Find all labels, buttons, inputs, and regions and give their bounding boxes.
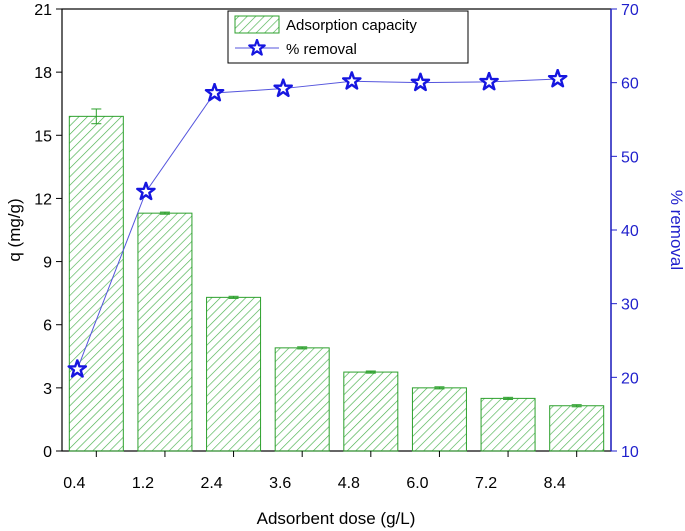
bar-7.2	[480, 397, 536, 452]
x-tick-label: 1.2	[132, 475, 154, 492]
x-tick-label: 0.4	[63, 475, 85, 492]
x-tick-label: 6.0	[406, 475, 428, 492]
bar-6.0	[411, 387, 467, 452]
x-axis-title: Adsorbent dose (g/L)	[257, 509, 416, 528]
removal-point-7.2	[479, 71, 499, 91]
x-axis: 0.4 1.2 2.4 3.6 4.8 6.0 7.2 8.4	[63, 451, 578, 492]
x-tick-label: 2.4	[200, 475, 222, 492]
bar-series	[68, 115, 605, 452]
removal-point-6.0	[410, 72, 431, 92]
removal-line	[76, 78, 558, 370]
x-tick-label: 4.8	[338, 475, 360, 492]
left-tick-label: 18	[34, 65, 52, 82]
removal-point-2.4	[204, 82, 225, 102]
right-tick-label: 40	[621, 223, 639, 240]
right-tick-label: 10	[621, 444, 639, 461]
bar-2.4	[206, 296, 262, 452]
left-tick-label: 21	[34, 2, 52, 19]
left-tick-label: 0	[43, 444, 52, 461]
left-axis: 0 3 6 9 12 15 18 21	[34, 2, 62, 461]
left-tick-label: 6	[43, 318, 52, 335]
legend-label-adsorption: Adsorption capacity	[286, 17, 417, 34]
bar-1.2	[137, 212, 193, 452]
y-axis-right-title: % removal	[667, 190, 685, 270]
line-series	[67, 68, 568, 378]
error-bars	[91, 108, 582, 408]
legend-label-removal: % removal	[286, 41, 357, 58]
removal-point-3.6	[273, 78, 293, 98]
removal-point-4.8	[342, 71, 362, 90]
legend: Adsorption capacity % removal	[227, 10, 469, 64]
bar-3.6	[274, 347, 330, 452]
x-tick-label: 8.4	[544, 475, 566, 492]
right-tick-label: 50	[621, 149, 639, 166]
right-tick-label: 70	[621, 2, 639, 19]
removal-point-1.2	[136, 181, 156, 201]
right-tick-label: 30	[621, 297, 639, 314]
left-tick-label: 9	[43, 255, 52, 272]
removal-point-8.4	[547, 68, 568, 88]
right-axis: 10 20 30 40 50 60 70	[611, 2, 639, 461]
left-tick-label: 12	[34, 191, 52, 208]
bar-0.4	[68, 115, 124, 452]
x-tick-label: 3.6	[269, 475, 291, 492]
left-tick-label: 15	[34, 128, 52, 145]
left-tick-label: 3	[43, 381, 52, 398]
legend-swatch-bar	[234, 15, 280, 34]
right-tick-label: 60	[621, 76, 639, 93]
bar-4.8	[343, 371, 399, 452]
bar-8.4	[549, 405, 605, 452]
right-tick-label: 20	[621, 370, 639, 387]
y-axis-left-title: q (mg/g)	[5, 198, 24, 261]
x-tick-label: 7.2	[475, 475, 497, 492]
